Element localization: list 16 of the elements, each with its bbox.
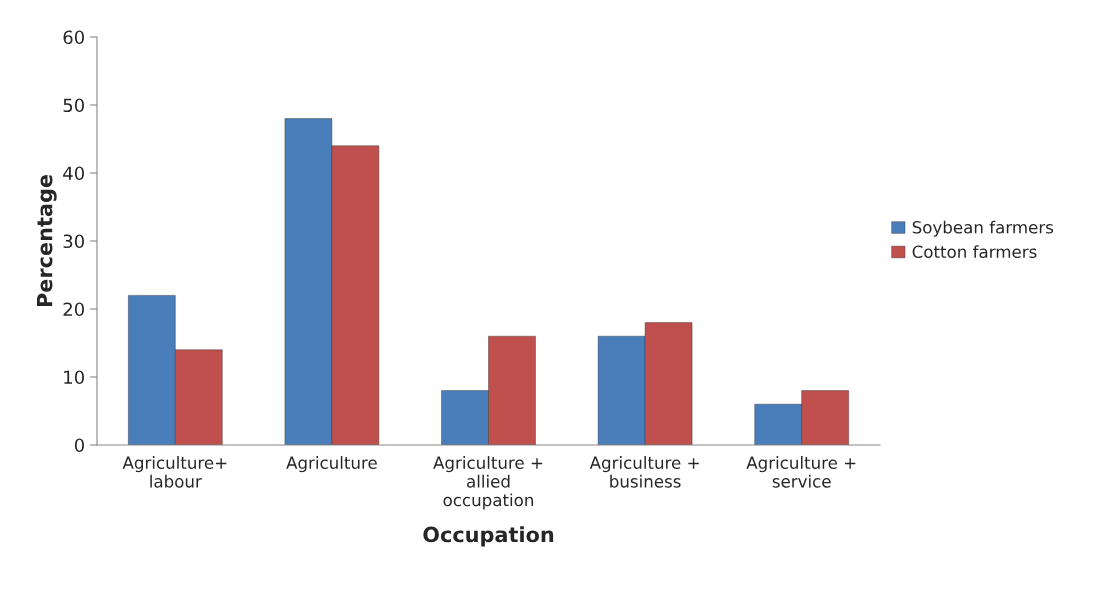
y-tick-label: 40 [63, 166, 84, 181]
y-tick-label: 60 [63, 30, 84, 45]
y-tick-label: 10 [64, 370, 84, 385]
y-tick-label: 0 [74, 438, 84, 453]
y-tick-label: 30 [63, 234, 84, 249]
x-tick-label: Agriculture [286, 456, 377, 473]
legend-label: Cotton farmers [912, 245, 1037, 259]
x-axis-title: Occupation [423, 526, 554, 547]
x-tick-label: Agriculture + service [746, 456, 856, 488]
y-tick-label: 50 [63, 98, 84, 113]
x-tick-label: Agriculture + allied occupation [433, 456, 543, 510]
legend-label: Soybean farmers [912, 220, 1054, 237]
y-tick-label: 20 [63, 302, 84, 317]
x-tick-label: Agriculture + business [589, 456, 699, 488]
y-axis-title: Percentage [36, 174, 57, 307]
x-tick-label: Agriculture+ labour [122, 456, 227, 488]
